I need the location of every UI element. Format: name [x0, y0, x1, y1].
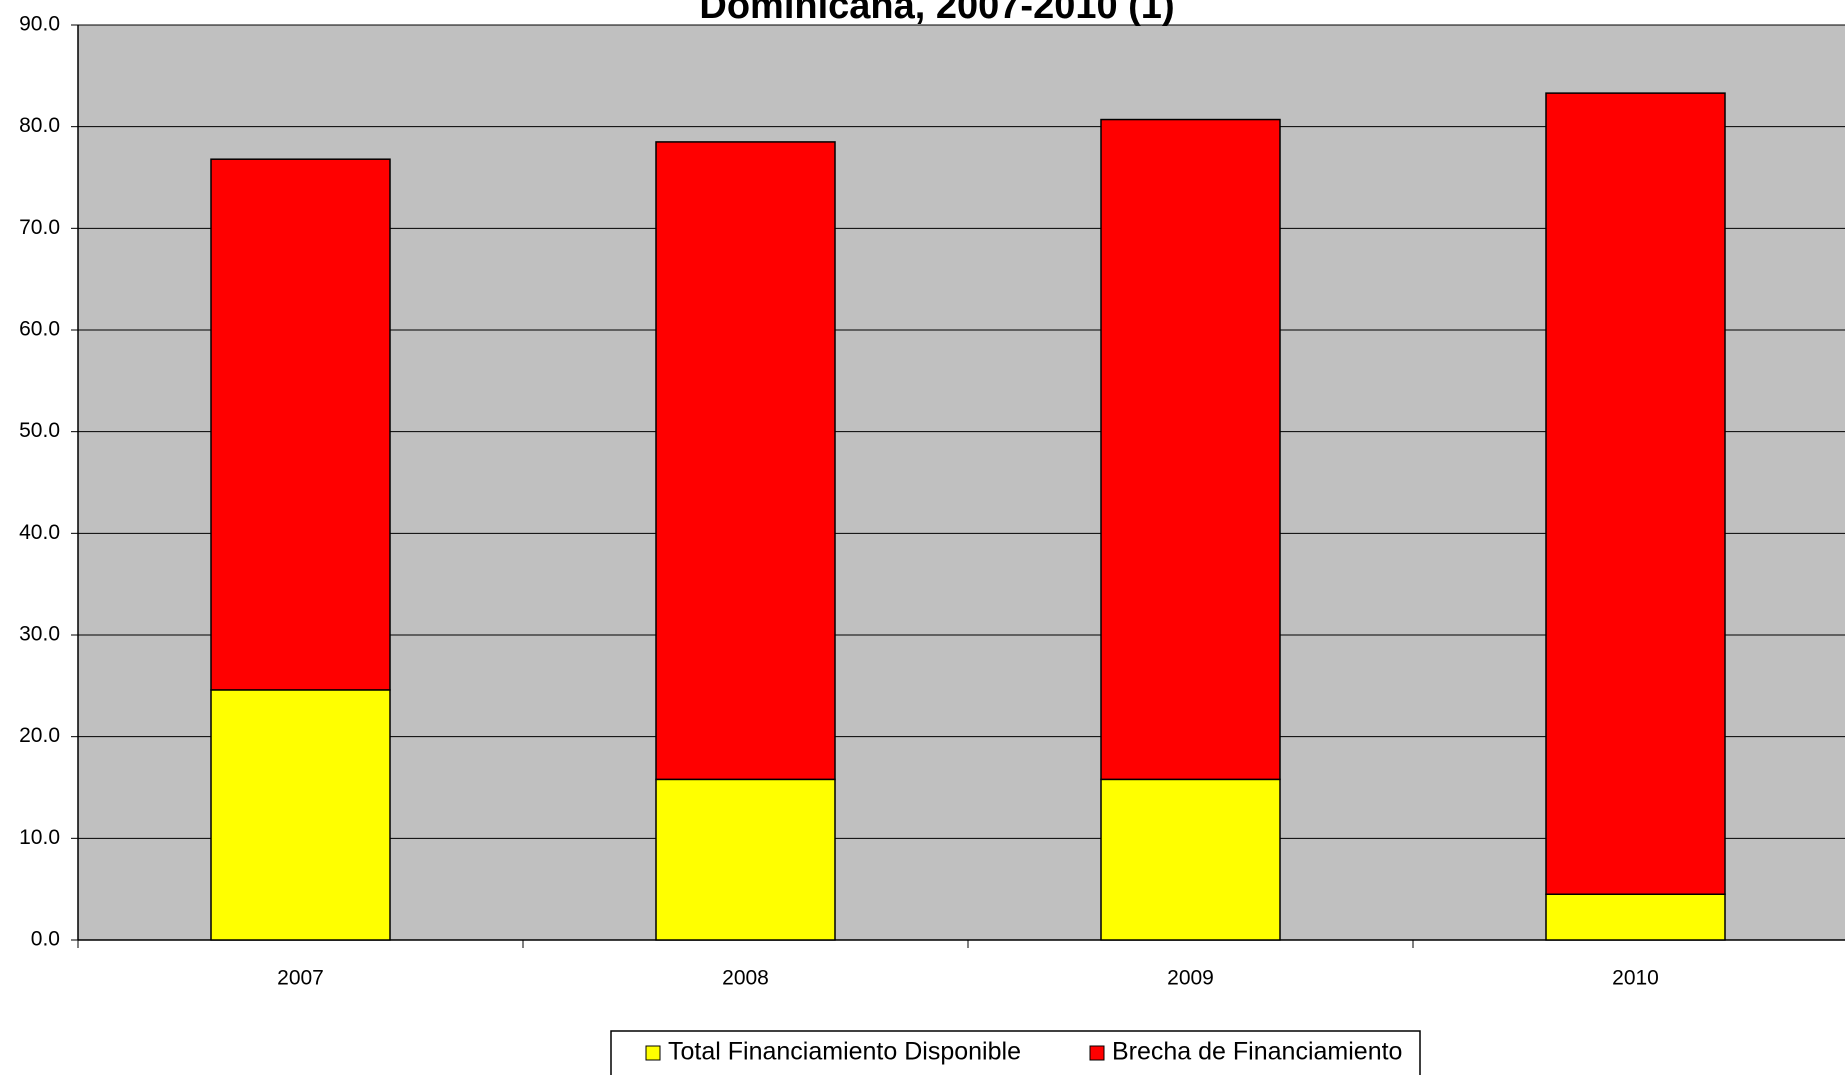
- legend-swatch: [1089, 1045, 1105, 1061]
- legend-label: Brecha de Financiamiento: [1112, 1038, 1402, 1066]
- y-tick-label: 80.0: [19, 114, 60, 137]
- y-tick-label: 40.0: [19, 521, 60, 544]
- bar-segment: [210, 158, 391, 691]
- y-tick-label: 70.0: [19, 216, 60, 239]
- legend-swatch: [645, 1045, 661, 1061]
- bar-segment: [655, 778, 836, 941]
- y-tick-label: 50.0: [19, 419, 60, 442]
- bar-segment: [1545, 92, 1726, 896]
- bar-segment: [1545, 893, 1726, 941]
- bar-segment: [1100, 118, 1281, 781]
- y-tick-label: 10.0: [19, 826, 60, 849]
- y-tick-label: 20.0: [19, 724, 60, 747]
- legend-label: Total Financiamiento Disponible: [668, 1038, 1021, 1066]
- bar-segment: [210, 689, 391, 941]
- bar-segment: [655, 141, 836, 781]
- x-tick-label: 2010: [1612, 967, 1659, 990]
- y-tick-label: 30.0: [19, 623, 60, 646]
- x-tick-label: 2007: [277, 967, 324, 990]
- legend: [610, 1030, 1421, 1075]
- y-tick-label: 90.0: [19, 13, 60, 36]
- bar-segment: [1100, 778, 1281, 941]
- chart-title: Dominicana, 2007-2010 (1): [699, 0, 1174, 27]
- y-tick-label: 60.0: [19, 318, 60, 341]
- x-tick-label: 2009: [1167, 967, 1214, 990]
- y-tick-label: 0.0: [31, 928, 60, 951]
- x-tick-label: 2008: [722, 967, 769, 990]
